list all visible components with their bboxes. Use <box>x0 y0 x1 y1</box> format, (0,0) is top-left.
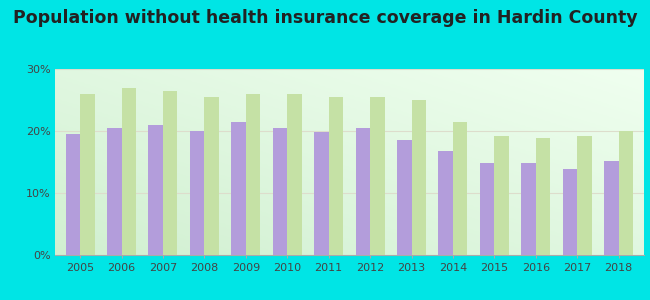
Bar <box>521 163 536 255</box>
Bar <box>163 91 177 255</box>
Bar <box>122 88 136 255</box>
Bar <box>453 122 467 255</box>
Bar <box>577 136 592 255</box>
Bar <box>329 97 343 255</box>
Bar <box>480 163 495 255</box>
Bar <box>314 132 329 255</box>
Bar <box>536 138 551 255</box>
Bar <box>148 125 163 255</box>
Bar <box>495 136 509 255</box>
Bar <box>439 151 453 255</box>
Bar <box>107 128 122 255</box>
Bar <box>287 94 302 255</box>
Bar <box>246 94 260 255</box>
Bar <box>619 131 633 255</box>
Bar <box>190 131 204 255</box>
Bar <box>66 134 80 255</box>
Bar <box>397 140 411 255</box>
Bar <box>273 128 287 255</box>
Bar <box>370 97 385 255</box>
Bar <box>411 100 426 255</box>
Bar <box>563 169 577 255</box>
Text: Population without health insurance coverage in Hardin County: Population without health insurance cove… <box>13 9 637 27</box>
Bar <box>356 128 370 255</box>
Bar <box>204 97 219 255</box>
Bar <box>604 161 619 255</box>
Bar <box>80 94 95 255</box>
Bar <box>231 122 246 255</box>
